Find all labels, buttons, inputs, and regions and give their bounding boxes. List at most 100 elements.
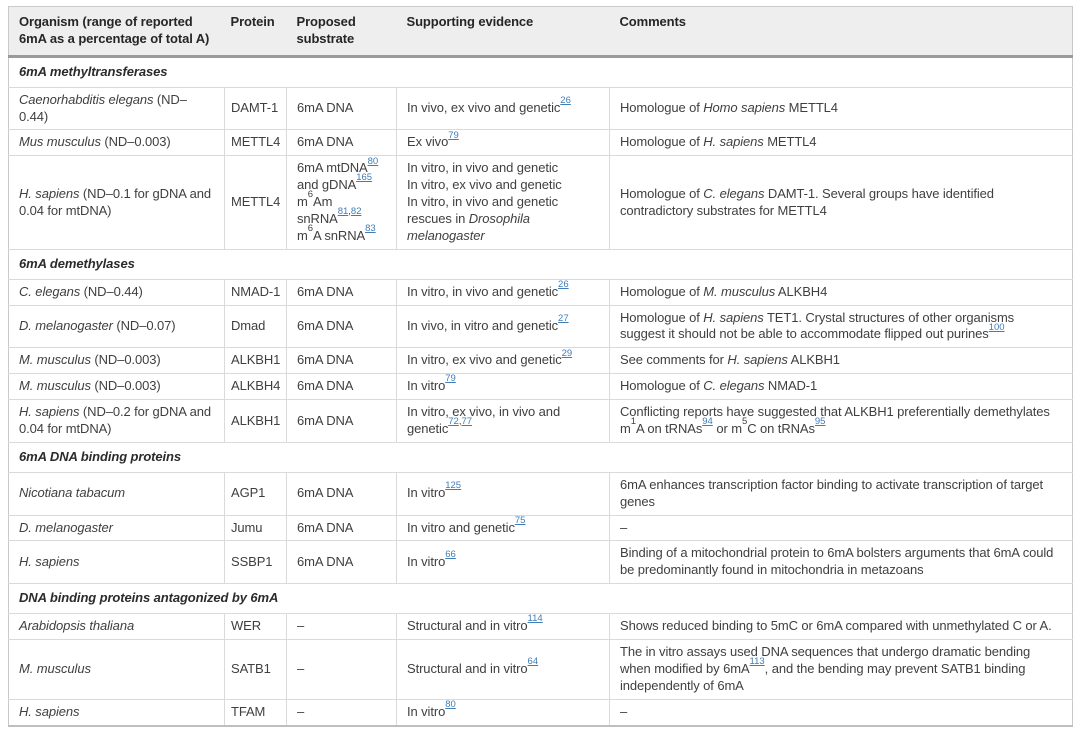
evidence-cell: Ex vivo79: [396, 129, 610, 156]
reference-link[interactable]: 66: [445, 549, 456, 561]
evidence-cell: In vivo, ex vivo and genetic26: [396, 86, 610, 130]
text-segment: 6mA DNA: [297, 318, 354, 334]
substrate-cell: 6mA DNA: [286, 514, 397, 541]
evidence-cell: In vivo, in vitro and genetic27: [396, 304, 610, 348]
text-segment: METTL4: [231, 194, 281, 210]
protein-cell: ALKBH1: [224, 399, 287, 443]
table-row: H. sapiens SSBP1 6mA DNA In vitro66 Binding …: [8, 540, 1073, 584]
reference-link[interactable]: 26: [560, 95, 571, 107]
text-segment: In vitro, ex vivo and genetic: [407, 177, 562, 193]
reference-link[interactable]: 114: [527, 613, 543, 625]
text-segment: TFAM: [231, 703, 266, 719]
table-row: M. musculus SATB1 – Structural and in vitro…: [8, 639, 1073, 700]
text-segment: m: [297, 227, 308, 243]
text-segment: SSBP1: [231, 553, 273, 569]
text-segment: NMAD-1: [231, 283, 281, 299]
evidence-cell: Structural and in vitro114: [396, 613, 610, 640]
substrate-cell: 6mA DNA: [286, 86, 397, 130]
substrate-cell: –: [286, 639, 397, 700]
organism-cell: Mus musculus (ND–0.003): [8, 129, 225, 156]
substrate-cell: 6mA DNA: [286, 347, 397, 374]
reference-link[interactable]: 79: [445, 373, 456, 385]
text-segment: (ND–0.44): [19, 91, 187, 124]
reference-link[interactable]: 82: [350, 206, 362, 218]
reference-link[interactable]: 100: [988, 321, 1005, 333]
reference-link[interactable]: 113: [749, 656, 765, 668]
comments-cell: Homologue of M. musculus ALKBH4: [609, 278, 1073, 306]
evidence-cell: In vitro, in vivo and genetic In vitro, e…: [396, 155, 610, 250]
substrate-cell: 6mA mtDNA80 and gDNA165 m6Am snRNA81,82 m6…: [286, 155, 397, 250]
reference-link[interactable]: 80: [367, 155, 379, 167]
comments-cell: Conflicting reports have suggested that …: [609, 399, 1073, 443]
text-segment: In vivo, ex vivo and genetic: [407, 100, 561, 116]
evidence-cell: In vitro, in vivo and genetic26: [396, 278, 610, 306]
organism-cell: H. sapiens (ND–0.1 for gDNA and 0.04 for…: [8, 155, 225, 250]
reference-link[interactable]: 125: [445, 480, 462, 492]
text-segment: Homologue of: [620, 283, 704, 299]
species-name: M. musculus: [19, 378, 91, 394]
table-row: H. sapiens (ND–0.1 for gDNA and 0.04 for…: [8, 155, 1073, 250]
text-segment: Dmad: [231, 318, 266, 334]
organism-cell: M. musculus: [8, 639, 225, 700]
text-segment: m: [297, 194, 308, 210]
reference-link[interactable]: 165: [356, 172, 373, 184]
species-name: C. elegans: [703, 378, 765, 394]
text-segment: (ND–0.003): [90, 378, 161, 394]
text-segment: 6mA DNA: [297, 134, 354, 150]
reference-link[interactable]: 64: [527, 656, 539, 668]
reference-link[interactable]: 83: [365, 223, 376, 235]
6ma-proteins-table: Organism (range of reported 6mA as a per…: [8, 6, 1073, 727]
organism-cell: H. sapiens: [8, 698, 225, 726]
reference-link[interactable]: 81: [337, 206, 349, 218]
text-segment: –: [297, 660, 305, 676]
protein-cell: Jumu: [224, 514, 287, 541]
text-segment: In vitro: [407, 378, 446, 394]
reference-link[interactable]: 80: [445, 698, 456, 710]
section-row: DNA binding proteins antagonized by 6mA: [8, 583, 1073, 614]
organism-cell: M. musculus (ND–0.003): [8, 347, 225, 374]
substrate-cell: –: [286, 613, 397, 640]
comments-cell: Homologue of Homo sapiens METTL4: [609, 86, 1073, 130]
text-segment: TET1. Crystal structures of other organi…: [620, 309, 1015, 342]
protein-cell: ALKBH4: [224, 373, 287, 400]
table-header: Organism (range of reported 6mA as a per…: [8, 6, 1073, 58]
text-segment: ALKBH4: [775, 283, 828, 299]
evidence-cell: In vitro, ex vivo and genetic29: [396, 347, 610, 374]
reference-link[interactable]: 94: [702, 416, 713, 428]
reference-link[interactable]: 77: [461, 416, 473, 428]
reference-link[interactable]: 27: [558, 313, 569, 325]
reference-link[interactable]: 75: [514, 514, 526, 526]
substrate-cell: 6mA DNA: [286, 304, 397, 348]
species-name: D. melanogaster: [19, 519, 113, 535]
text-segment: 6mA DNA: [297, 519, 354, 535]
comments-cell: Homologue of C. elegans DAMT-1. Several …: [609, 155, 1073, 250]
reference-link[interactable]: 26: [558, 278, 569, 290]
text-segment: AGP1: [231, 485, 266, 501]
substrate-cell: –: [286, 698, 397, 726]
substrate-cell: 6mA DNA: [286, 129, 397, 156]
text-segment: Am snRNA: [297, 194, 338, 227]
substrate-cell: 6mA DNA: [286, 399, 397, 443]
comments-cell: Binding of a mitochondrial protein to 6m…: [609, 540, 1073, 584]
text-segment: –: [297, 703, 305, 719]
text-segment: In vitro: [407, 553, 446, 569]
superscript-text: 6: [307, 223, 314, 235]
organism-cell: Nicotiana tabacum: [8, 471, 225, 516]
reference-link[interactable]: 95: [814, 416, 826, 428]
text-segment: METTL4: [231, 134, 281, 150]
text-segment: In vitro: [407, 703, 446, 719]
reference-link[interactable]: 29: [561, 347, 573, 359]
table-row: D. melanogaster Jumu 6mA DNA In vitro and g…: [8, 514, 1073, 541]
text-segment: METTL4: [785, 100, 838, 116]
text-segment: (ND–0.003): [90, 352, 161, 368]
text-segment: A on tRNAs: [636, 421, 703, 437]
reference-link[interactable]: 72: [448, 416, 459, 428]
reference-link[interactable]: 79: [448, 129, 459, 141]
comments-cell: Homologue of C. elegans NMAD-1: [609, 373, 1073, 400]
superscript-text: 5: [741, 416, 748, 428]
text-segment: or m: [712, 421, 742, 437]
evidence-cell: In vitro79: [396, 373, 610, 400]
species-name: Caenorhabditis elegans: [19, 91, 154, 107]
text-segment: 6mA DNA: [297, 485, 354, 501]
text-segment: SATB1: [231, 660, 271, 676]
